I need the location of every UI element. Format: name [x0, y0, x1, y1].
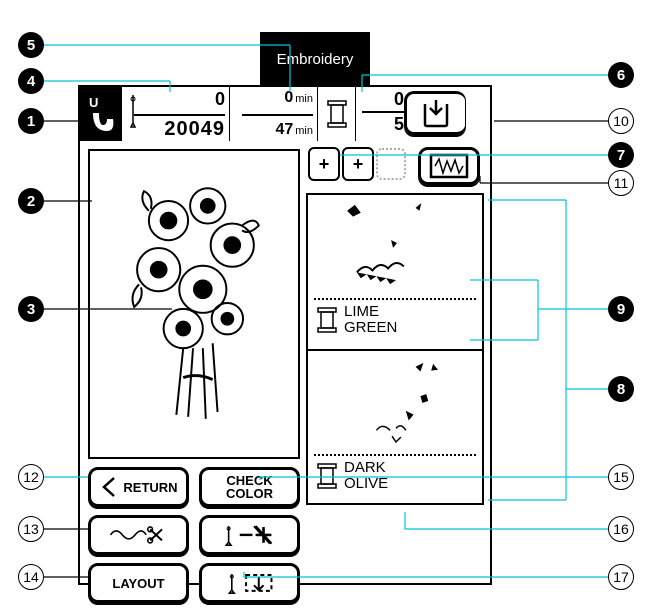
- return-button[interactable]: RETURN: [88, 467, 189, 507]
- callout-filled-8: 8: [608, 376, 634, 402]
- callout-filled-5: 5: [18, 32, 44, 58]
- status-bar: U 0 20049 0min 47min 0 5: [80, 87, 490, 141]
- spool-icon: [316, 306, 338, 334]
- needle-area-button[interactable]: [199, 563, 300, 603]
- color-name-1: LIMEGREEN: [344, 304, 397, 336]
- time-block: 0min 47min: [230, 87, 318, 141]
- time-total: 47: [275, 121, 293, 138]
- waveform-icon: [429, 153, 469, 179]
- callout-open-17: 17: [608, 564, 634, 590]
- design-preview: [88, 149, 300, 459]
- foot-letter: U: [89, 95, 98, 110]
- stitch-current: 0: [215, 89, 225, 110]
- presser-foot-indicator: U: [80, 87, 122, 141]
- needle-plus-minus-icon: [216, 523, 283, 547]
- zoom-plus-2[interactable]: +: [342, 147, 374, 181]
- mode-tab: Embroidery: [260, 32, 370, 87]
- callout-filled-9: 9: [608, 296, 634, 322]
- check-color-button[interactable]: CHECKCOLOR: [199, 467, 300, 507]
- thread-cut-button[interactable]: [88, 515, 189, 555]
- memory-button[interactable]: [404, 91, 466, 135]
- needle-area-icon: [216, 571, 283, 595]
- spool-indicator: [318, 87, 356, 141]
- color-total: 5: [362, 114, 404, 135]
- stitch-count-block: 0 20049: [122, 87, 230, 141]
- callout-filled-2: 2: [18, 188, 44, 214]
- color-segment-2[interactable]: DARKOLIVE: [308, 349, 482, 503]
- callout-filled-3: 3: [18, 296, 44, 322]
- thread-scissors-icon: [105, 523, 172, 547]
- callout-filled-7: 7: [608, 142, 634, 168]
- bouquet-icon: [90, 151, 298, 457]
- callout-filled-1: 1: [18, 108, 44, 134]
- lcd-screen: U 0 20049 0min 47min 0 5: [78, 85, 492, 585]
- button-row-3: LAYOUT: [88, 563, 300, 603]
- zoom-plus-1[interactable]: +: [308, 147, 340, 181]
- zoom-group: + +: [308, 147, 406, 181]
- color-current: 0: [362, 89, 404, 110]
- callout-open-13: 13: [18, 516, 44, 542]
- pocket-down-icon: [419, 98, 453, 128]
- stitch-total: 20049: [164, 118, 225, 141]
- callout-filled-6: 6: [608, 62, 634, 88]
- button-row-2: [88, 515, 300, 555]
- color-order-panel: LIMEGREEN DARKOLIVE: [306, 193, 484, 505]
- image-preview-button[interactable]: [418, 147, 480, 185]
- spool-icon: [316, 462, 338, 490]
- segment-art-icon: [308, 351, 482, 449]
- callout-open-10: 10: [608, 108, 634, 134]
- callout-open-11: 11: [608, 170, 634, 196]
- color-count-block: 0 5: [356, 87, 410, 141]
- callout-open-15: 15: [608, 464, 634, 490]
- callout-open-16: 16: [608, 516, 634, 542]
- time-current: 0: [284, 89, 293, 106]
- needle-step-button[interactable]: [199, 515, 300, 555]
- zoom-plus-ghost: [376, 148, 406, 180]
- button-row-1: RETURN CHECKCOLOR: [88, 467, 300, 507]
- callout-open-14: 14: [18, 564, 44, 590]
- chevron-left-icon: [99, 475, 119, 499]
- color-name-2: DARKOLIVE: [344, 460, 388, 492]
- layout-button[interactable]: LAYOUT: [88, 563, 189, 603]
- callout-filled-4: 4: [18, 68, 44, 94]
- callout-open-12: 12: [18, 464, 44, 490]
- color-segment-1[interactable]: LIMEGREEN: [308, 195, 482, 349]
- segment-art-icon: [308, 195, 482, 293]
